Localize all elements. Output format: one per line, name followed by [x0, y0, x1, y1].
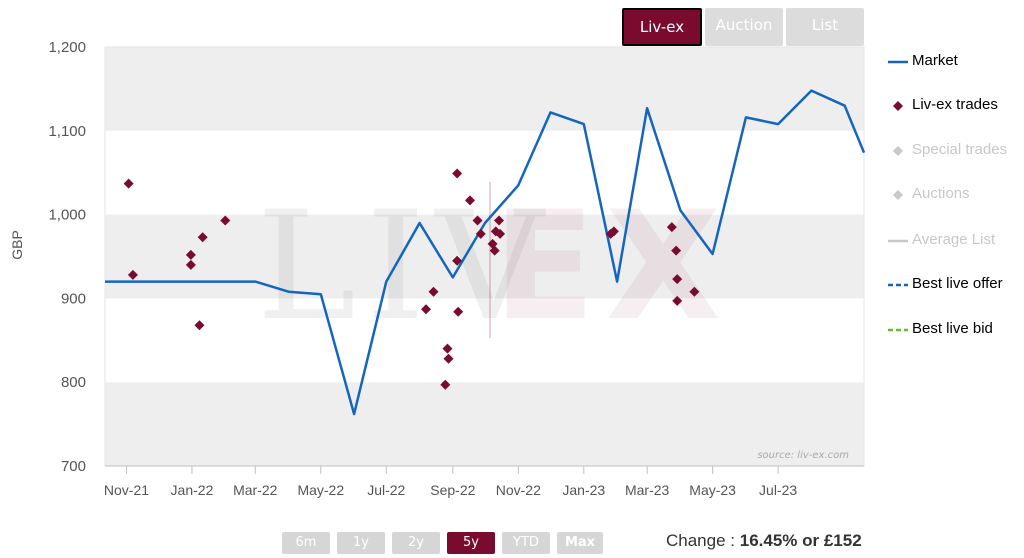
- trade-point: [472, 215, 483, 226]
- diamond-icon: [893, 146, 903, 156]
- x-tick-label: Mar-23: [625, 482, 670, 498]
- legend-label: Average List: [912, 231, 996, 248]
- change-summary: Change : 16.45% or £152: [666, 531, 862, 551]
- x-axis: Nov-21 Jan-22 Mar-22 May-22 Jul-22 Sep-22 Nov-…: [104, 465, 864, 498]
- y-tick-label: 700: [61, 458, 86, 475]
- source-credit: source: liv-ex.com: [757, 450, 849, 461]
- range-ytd-button[interactable]: YTD: [502, 532, 550, 554]
- x-tick-label: Nov-21: [104, 482, 149, 498]
- trade-point: [453, 306, 464, 317]
- y-axis: 700 800 900 1,000 1,100 1,200: [48, 39, 86, 475]
- plot-band: [105, 130, 864, 215]
- plot-bands: [104, 46, 865, 467]
- plot-band: [105, 47, 864, 131]
- tab-list[interactable]: List: [786, 8, 864, 46]
- legend-line-icon: [888, 239, 908, 243]
- trade-point: [420, 304, 431, 315]
- trade-point: [452, 168, 463, 179]
- trade-point: [475, 228, 486, 239]
- trade-point: [123, 178, 134, 189]
- plot-band: [105, 382, 864, 466]
- x-tick-label: Mar-22: [233, 482, 278, 498]
- trade-point: [443, 353, 454, 364]
- x-tick-label: Nov-22: [496, 482, 541, 498]
- trade-point: [495, 228, 506, 239]
- trade-point: [452, 255, 463, 266]
- market-line: [105, 89, 866, 416]
- range-1y-button[interactable]: 1y: [337, 532, 385, 554]
- trade-point: [671, 245, 682, 256]
- x-tick-label: Sep-22: [430, 482, 475, 498]
- legend-label: Liv-ex trades: [912, 96, 998, 113]
- y-tick-label: 900: [61, 290, 86, 307]
- plot-band: [105, 298, 864, 383]
- legend-label: Best live bid: [912, 320, 993, 337]
- trade-point: [666, 222, 677, 233]
- x-tick-label: May-23: [689, 482, 736, 498]
- x-tick-label: Jan-23: [562, 482, 605, 498]
- trade-point: [440, 379, 451, 390]
- trade-point: [493, 215, 504, 226]
- change-value: 16.45% or £152: [739, 531, 862, 550]
- watermark-text-right: EX: [493, 180, 731, 354]
- trade-point: [194, 320, 205, 331]
- trade-point: [672, 274, 683, 285]
- x-tick-label: Jul-23: [759, 482, 797, 498]
- x-tick-label: Jan-22: [171, 482, 214, 498]
- diamond-icon: [893, 101, 903, 111]
- legend-line-icon: [888, 60, 908, 64]
- trade-point: [127, 269, 138, 280]
- trade-point: [689, 286, 700, 297]
- trade-point: [465, 195, 476, 206]
- legend-dash-icon: [888, 328, 908, 332]
- trade-point: [197, 232, 208, 243]
- plot-band: [105, 214, 864, 299]
- trade-point: [442, 343, 453, 354]
- trade-point: [428, 286, 439, 297]
- x-tick-label: May-22: [297, 482, 344, 498]
- trade-point: [185, 249, 196, 260]
- trade-point: [672, 295, 683, 306]
- trade-point: [185, 259, 196, 270]
- trade-point: [220, 215, 231, 226]
- range-2y-button[interactable]: 2y: [392, 532, 440, 554]
- tab-auction[interactable]: Auction: [705, 8, 783, 46]
- y-axis-title: GBP: [9, 230, 25, 260]
- change-label: Change :: [666, 531, 735, 550]
- series-layer: [104, 89, 866, 416]
- trade-point: [608, 226, 619, 237]
- y-tick-label: 1,000: [48, 207, 86, 224]
- legend-label: Best live offer: [912, 275, 1003, 292]
- legend-dash-icon: [888, 283, 908, 287]
- diamond-icon: [893, 190, 903, 200]
- y-tick-label: 1,100: [48, 123, 86, 140]
- legend-label: Auctions: [912, 185, 970, 202]
- range-5y-button[interactable]: 5y: [447, 532, 495, 554]
- x-tick-label: Jul-22: [367, 482, 405, 498]
- legend-label: Market: [912, 52, 958, 69]
- legend-label: Special trades: [912, 141, 1008, 158]
- range-max-button[interactable]: Max: [557, 532, 603, 554]
- y-tick-label: 800: [61, 374, 86, 391]
- tab-liv-ex[interactable]: Liv-ex: [622, 8, 702, 46]
- range-6m-button[interactable]: 6m: [282, 532, 330, 554]
- trade-point: [489, 245, 500, 256]
- y-tick-label: 1,200: [48, 39, 86, 56]
